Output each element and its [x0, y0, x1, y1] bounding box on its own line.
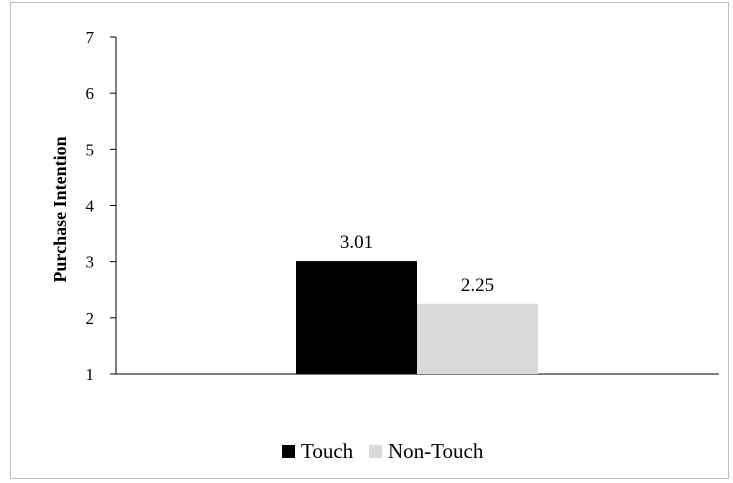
- legend-label: Non-Touch: [388, 439, 484, 463]
- y-tick-label: 1: [86, 365, 95, 384]
- y-tick-label: 3: [86, 253, 95, 272]
- legend-swatch: [282, 445, 295, 458]
- y-axis-title: Purchase Intention: [50, 136, 70, 282]
- bars: 3.01 2.25: [296, 232, 538, 374]
- data-label: 3.01: [340, 232, 373, 253]
- y-tick-label: 4: [86, 197, 95, 216]
- chart-frame: [10, 2, 729, 479]
- legend-label: Touch: [301, 439, 354, 463]
- y-tick-label: 5: [86, 140, 95, 159]
- bar-touch: [296, 261, 417, 374]
- y-tick-label: 7: [86, 28, 95, 47]
- legend: Touch Non-Touch: [282, 439, 484, 463]
- bar-non-touch: [417, 303, 538, 374]
- y-tick-label: 6: [86, 84, 95, 103]
- y-tick-label: 2: [86, 309, 95, 328]
- legend-swatch: [369, 445, 382, 458]
- data-label: 2.25: [461, 275, 494, 296]
- y-axis: 1 2 3 4 5 6 7: [86, 28, 117, 384]
